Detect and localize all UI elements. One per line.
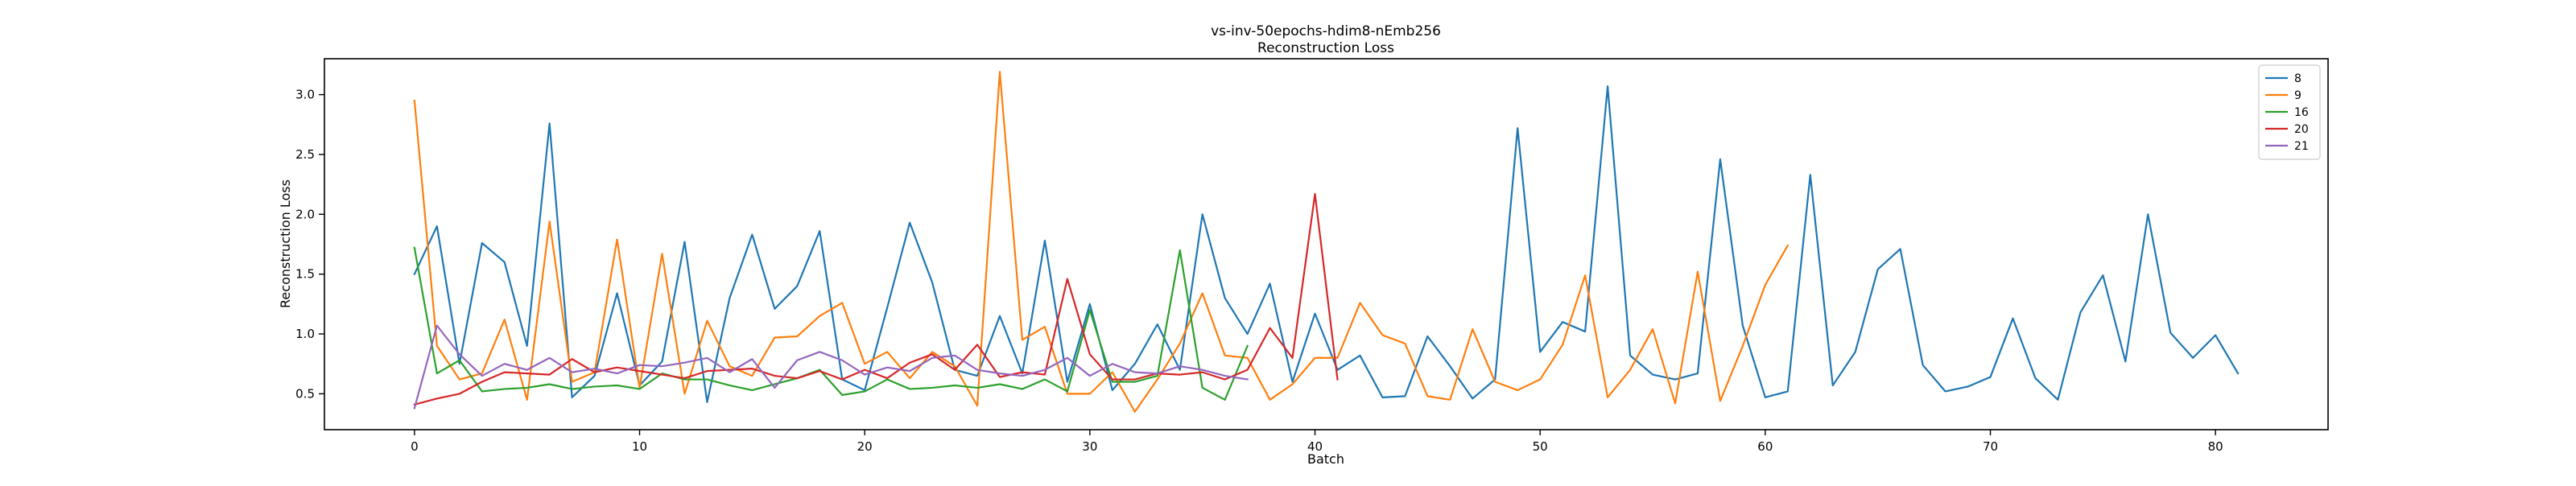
x-axis-label: Batch [1307, 451, 1344, 467]
y-tick-label: 1.0 [295, 327, 315, 341]
x-tick-label: 20 [857, 439, 873, 454]
chart-subtitle: Reconstruction Loss [1257, 40, 1394, 56]
series-line-8 [413, 85, 2240, 403]
x-tick-label: 30 [1082, 439, 1097, 454]
x-tick-label: 80 [2208, 439, 2223, 454]
y-tick-label: 2.5 [295, 147, 315, 162]
x-tick-label: 10 [632, 439, 647, 454]
x-tick-label: 40 [1307, 439, 1323, 454]
y-axis: 0.5 1.0 1.5 2.0 2.5 3.0 [295, 88, 324, 401]
series-line-20 [413, 192, 1339, 406]
chart-title: vs-inv-50epochs-hdim8-nEmb256 [1211, 23, 1441, 39]
legend-label-16: 16 [2294, 106, 2309, 119]
series-line-16 [413, 246, 1249, 401]
legend-label-20: 20 [2294, 123, 2309, 136]
plot-frame [324, 58, 2329, 430]
legend-label-21: 21 [2294, 140, 2309, 153]
series-line-21 [413, 324, 1249, 410]
x-axis: 0 10 20 30 40 50 60 70 80 [411, 430, 2223, 454]
legend-box [2258, 64, 2321, 160]
y-tick-label: 2.0 [295, 207, 315, 221]
series-line-9 [413, 71, 1790, 413]
y-tick-label: 3.0 [295, 88, 315, 102]
y-tick-label: 0.5 [295, 386, 315, 401]
plot-area [413, 71, 2240, 413]
y-axis-label: Reconstruction Loss [278, 179, 293, 308]
x-tick-label: 0 [411, 439, 419, 454]
y-tick-label: 1.5 [295, 267, 315, 282]
x-tick-label: 70 [1983, 439, 1998, 454]
legend: 8 9 16 20 21 [2258, 64, 2321, 160]
x-tick-label: 60 [1757, 439, 1773, 454]
legend-label-8: 8 [2294, 72, 2301, 85]
legend-label-9: 9 [2294, 89, 2301, 102]
x-tick-label: 50 [1533, 439, 1548, 454]
